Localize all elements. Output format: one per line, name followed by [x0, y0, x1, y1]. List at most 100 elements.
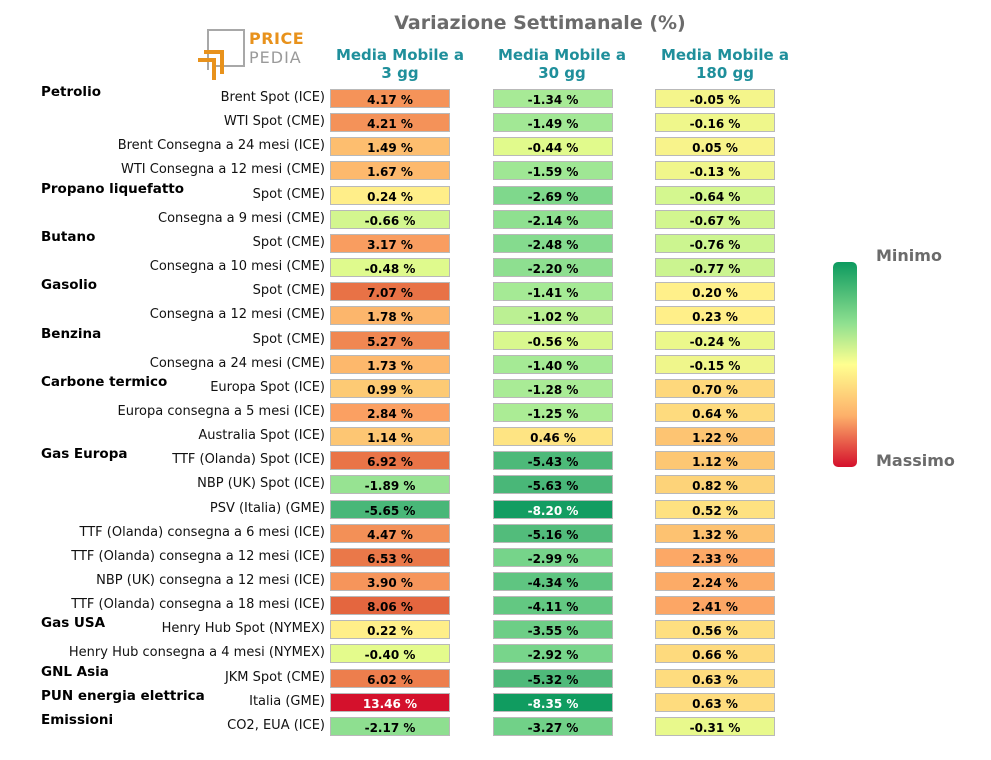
value-cell: 3.17 % [330, 233, 450, 253]
value-cell: 1.73 % [330, 354, 450, 374]
value-cell: -5.43 % [493, 451, 613, 471]
value-cell: 3.90 % [330, 572, 450, 591]
value-cell: -2.17 % [330, 716, 450, 736]
group-label: GNL Asia [41, 663, 109, 680]
chart-title: Variazione Settimanale (%) [394, 12, 686, 34]
value-cell: 6.92 % [330, 451, 450, 471]
value-cell: -0.40 % [330, 644, 450, 664]
value-cell: 0.63 % [655, 692, 775, 712]
row-label: Consegna a 24 mesi (CME) [149, 355, 325, 371]
value-cell: -0.15 % [655, 354, 775, 374]
row-label: CO2, EUA (ICE) [227, 717, 325, 733]
value-cell: -1.40 % [493, 354, 613, 374]
value-cell: -0.67 % [655, 209, 775, 229]
value-cell: 0.22 % [330, 620, 450, 640]
column-header-line: Media Mobile a [497, 46, 627, 64]
logo-text-price: PRICE [249, 29, 305, 48]
value-cell: 0.52 % [655, 499, 775, 519]
row-label: Spot (CME) [252, 283, 325, 299]
value-cell: 0.46 % [493, 427, 613, 447]
value-cell: -0.24 % [655, 330, 775, 350]
value-cell: 0.56 % [655, 620, 775, 640]
value-cell: -1.28 % [493, 378, 613, 398]
value-cell: 2.33 % [655, 547, 775, 567]
row-label: PSV (Italia) (GME) [209, 500, 325, 516]
value-cell: 6.02 % [330, 668, 450, 688]
column-header-2: Media Mobile a 30 gg [477, 46, 647, 82]
pricepedia-logo: PRICE PEDIA [196, 26, 316, 82]
row-label: TTF (Olanda) consegna a 18 mesi (ICE) [71, 597, 325, 613]
value-cell: 0.24 % [330, 185, 450, 205]
value-cell: -1.89 % [330, 475, 450, 495]
legend-max-label: Massimo [876, 451, 955, 470]
column-header-3: Media Mobile a 180 gg [640, 46, 810, 82]
color-scale-bar [833, 262, 857, 467]
value-cell: 1.32 % [655, 523, 775, 543]
value-cell: 0.23 % [655, 306, 775, 326]
group-label: Emissioni [41, 711, 114, 728]
row-label: WTI Spot (CME) [223, 114, 325, 130]
value-cell: 7.07 % [330, 282, 450, 302]
value-cell: 1.78 % [330, 306, 450, 326]
value-cell: 0.05 % [655, 137, 775, 157]
group-label: Gasolio [41, 277, 98, 294]
value-cell: 0.64 % [655, 402, 775, 422]
value-cell: -0.66 % [330, 209, 450, 229]
column-header-line: Media Mobile a [660, 46, 790, 64]
column-header-line: 3 gg [381, 64, 419, 82]
value-cell: -0.76 % [655, 233, 775, 253]
row-label: Europa Spot (ICE) [210, 379, 325, 395]
row-label: Brent Consegna a 24 mesi (ICE) [117, 138, 325, 154]
value-cell: 4.47 % [330, 523, 450, 543]
value-cell: 8.06 % [330, 596, 450, 616]
value-cell: -1.34 % [493, 89, 613, 108]
value-cell: 4.21 % [330, 113, 450, 133]
row-label: TTF (Olanda) consegna a 6 mesi (ICE) [79, 524, 325, 540]
row-label: Europa consegna a 5 mesi (ICE) [117, 403, 325, 419]
row-label: Brent Spot (ICE) [220, 90, 325, 105]
value-cell: -5.65 % [330, 499, 450, 519]
value-cell: -4.34 % [493, 572, 613, 591]
row-label: TTF (Olanda) consegna a 12 mesi (ICE) [71, 548, 325, 564]
value-cell: -0.56 % [493, 330, 613, 350]
value-cell: -0.44 % [493, 137, 613, 157]
value-cell: 2.84 % [330, 402, 450, 422]
row-label: Italia (GME) [249, 693, 325, 709]
value-cell: -5.32 % [493, 668, 613, 688]
value-cell: -3.55 % [493, 620, 613, 640]
value-cell: -0.05 % [655, 89, 775, 108]
group-label: Carbone termico [41, 373, 168, 390]
value-cell: -0.16 % [655, 113, 775, 133]
value-cell: 0.63 % [655, 668, 775, 688]
row-label: Consegna a 9 mesi (CME) [158, 210, 325, 226]
group-label: Gas USA [41, 615, 106, 632]
value-cell: -0.64 % [655, 185, 775, 205]
column-header-line: 30 gg [538, 64, 586, 82]
group-label: Benzina [41, 325, 102, 342]
value-cell: -3.27 % [493, 716, 613, 736]
value-cell: -0.77 % [655, 258, 775, 278]
value-cell: -0.31 % [655, 716, 775, 736]
row-label: NBP (UK) consegna a 12 mesi (ICE) [96, 573, 325, 588]
value-cell: 5.27 % [330, 330, 450, 350]
value-cell: 1.49 % [330, 137, 450, 157]
row-label: Spot (CME) [252, 186, 325, 202]
row-label: Henry Hub consegna a 4 mesi (NYMEX) [68, 645, 325, 661]
value-cell: -1.49 % [493, 113, 613, 133]
value-cell: -1.02 % [493, 306, 613, 326]
value-cell: 1.67 % [330, 161, 450, 181]
value-cell: -2.20 % [493, 258, 613, 278]
value-cell: 13.46 % [330, 692, 450, 712]
value-cell: -8.20 % [493, 499, 613, 519]
value-cell: -5.63 % [493, 475, 613, 495]
value-cell: 0.66 % [655, 644, 775, 664]
row-label: Henry Hub Spot (NYMEX) [161, 621, 325, 637]
value-cell: -8.35 % [493, 692, 613, 712]
group-label: PUN energia elettrica [41, 687, 205, 704]
logo-text-pedia: PEDIA [249, 48, 302, 67]
row-label: NBP (UK) Spot (ICE) [197, 476, 325, 492]
row-label: Spot (CME) [252, 331, 325, 347]
value-cell: -2.92 % [493, 644, 613, 664]
